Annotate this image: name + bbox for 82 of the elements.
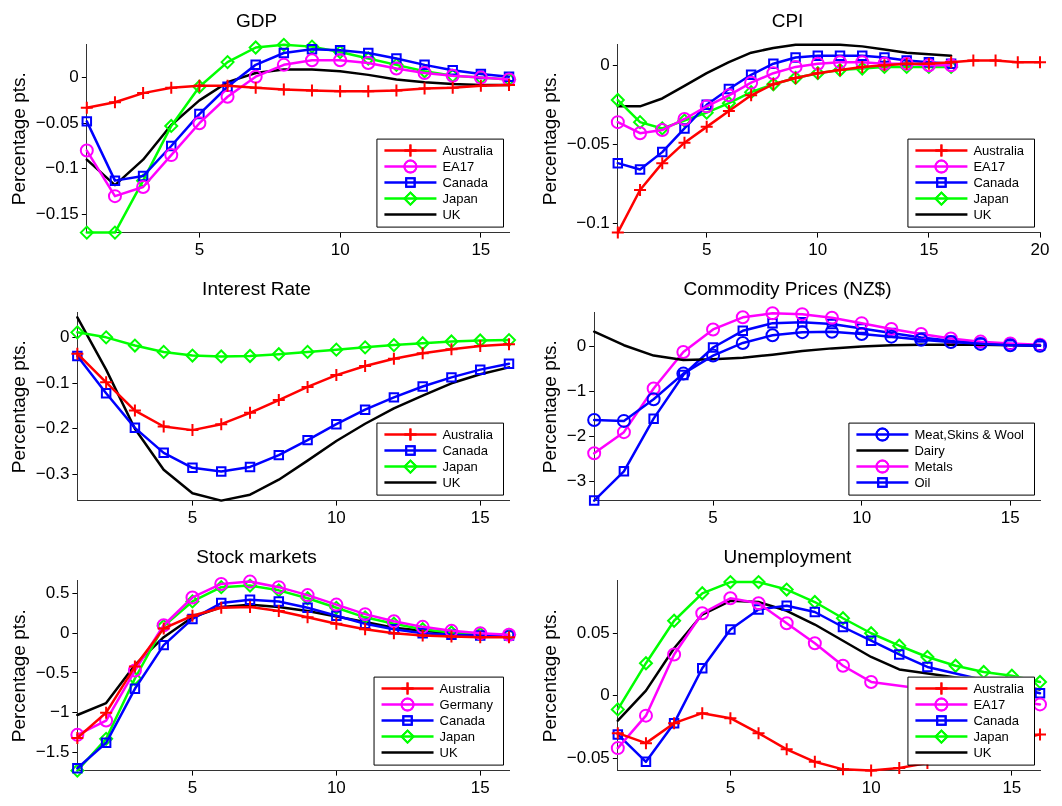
y-axis-title: Percentage pts. (538, 340, 560, 474)
chart-title: Unemployment (723, 545, 853, 567)
legend-label: Germany (439, 697, 494, 713)
legend-label: Japan (439, 729, 475, 745)
y-axis-title: Percentage pts. (7, 609, 29, 743)
chart-title: Commodity Prices (NZ$) (683, 277, 892, 299)
x-tick-label: 20 (1030, 240, 1050, 260)
y-tick-label: −2 (566, 426, 587, 446)
y-tick-label: −0.5 (35, 662, 70, 682)
y-tick-label: −0.1 (35, 372, 70, 392)
legend-label: Australia (442, 427, 494, 443)
legend-label: Australia (439, 681, 491, 697)
y-tick-label: −0.3 (35, 463, 70, 483)
legend-label: Japan (973, 191, 1009, 207)
legend-label: Metals (914, 459, 954, 475)
x-tick-label: 10 (330, 240, 350, 260)
x-tick-label: 10 (808, 240, 828, 260)
y-tick-label: 0 (600, 55, 610, 74)
legend-label: Japan (442, 191, 478, 207)
y-tick-label: −0.15 (35, 204, 79, 224)
legend-label: UK (973, 745, 992, 761)
x-tick-label: 15 (1002, 778, 1022, 798)
x-tick-label: 15 (919, 240, 939, 260)
legend-label: EA17 (973, 697, 1006, 713)
legend-label: Japan (442, 459, 478, 475)
legend-label: Meat,Skins & Wool (914, 427, 1025, 443)
x-tick-label: 15 (470, 508, 490, 528)
x-tick-label: 10 (326, 778, 346, 798)
x-tick-label: 15 (1000, 508, 1020, 528)
y-tick-label: 0.5 (45, 583, 70, 603)
y-tick-label: −1 (566, 381, 587, 401)
y-axis-title: Percentage pts. (538, 72, 560, 206)
y-tick-label: 0 (59, 622, 70, 642)
legend-label: Australia (973, 143, 1025, 159)
legend-label: Canada (442, 175, 489, 191)
legend-label: Oil (914, 475, 931, 491)
legend-label: Canada (439, 713, 486, 729)
legend-label: Dairy (914, 443, 946, 459)
y-tick-label: 0 (600, 685, 610, 705)
chart-title: GDP (235, 9, 278, 31)
legend-label: Japan (973, 729, 1009, 745)
x-tick-label: 15 (470, 778, 490, 798)
x-tick-label: 10 (326, 508, 346, 528)
y-tick-label: −0.2 (35, 418, 70, 438)
chart-title: Stock markets (196, 545, 317, 567)
y-tick-label: −1.5 (35, 742, 70, 762)
y-axis-title: Percentage pts. (538, 609, 560, 743)
x-tick-label: 15 (471, 240, 491, 260)
x-tick-label: 5 (725, 778, 736, 798)
legend-label: Australia (442, 143, 494, 159)
x-tick-label: 5 (194, 240, 205, 260)
x-tick-label: 10 (861, 778, 881, 798)
y-tick-label: −0.1 (45, 158, 79, 178)
y-tick-label: 0 (59, 327, 70, 347)
y-tick-label: −0.05 (566, 133, 610, 153)
y-tick-label: 0.05 (576, 622, 610, 642)
y-tick-label: 0 (576, 336, 587, 356)
chart-title: Interest Rate (202, 277, 311, 299)
legend-label: Canada (973, 713, 1020, 729)
legend-label: Canada (973, 175, 1020, 191)
legend-label: UK (973, 207, 992, 223)
y-tick-label: −1 (49, 702, 70, 722)
y-tick-label: −0.05 (566, 747, 610, 767)
legend-label: EA17 (973, 159, 1006, 175)
y-axis-title: Percentage pts. (7, 340, 29, 474)
x-tick-label: 5 (187, 508, 198, 528)
chart-title: CPI (771, 9, 804, 31)
y-tick-label: 0 (69, 67, 79, 87)
legend-label: UK (442, 475, 461, 491)
legend-label: Canada (442, 443, 489, 459)
legend-label: EA17 (442, 159, 475, 175)
x-tick-label: 5 (187, 778, 198, 798)
y-axis-title: Percentage pts. (7, 72, 29, 206)
legend-label: UK (439, 745, 458, 761)
x-tick-label: 10 (852, 508, 872, 528)
y-tick-label: −0.05 (35, 112, 79, 132)
legend-label: Australia (973, 681, 1025, 697)
legend-label: UK (442, 207, 461, 223)
y-tick-label: −0.1 (576, 212, 610, 232)
y-tick-label: −3 (566, 471, 587, 491)
x-tick-label: 5 (708, 508, 718, 528)
x-tick-label: 5 (701, 240, 712, 260)
